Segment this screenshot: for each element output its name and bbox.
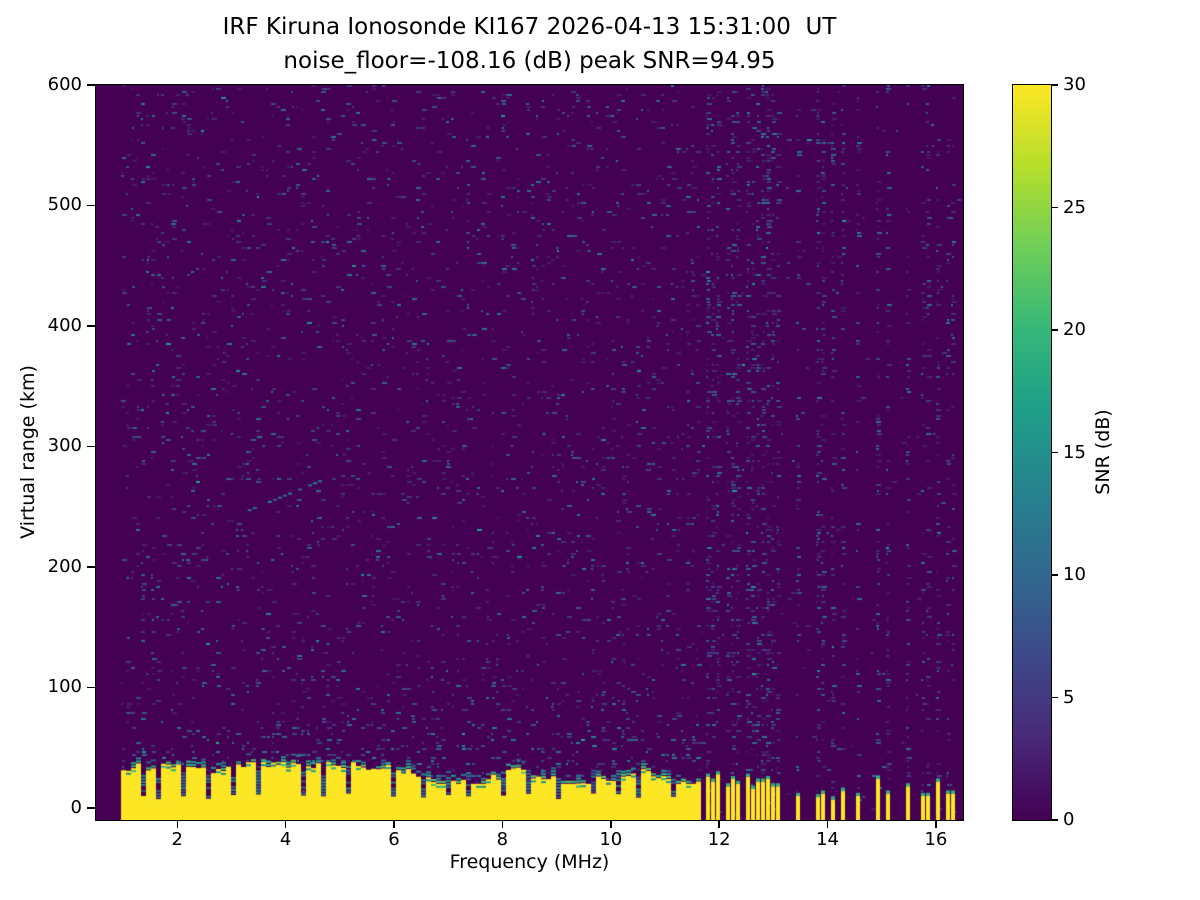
colorbar-tick-mark: [1051, 696, 1058, 699]
y-tick-mark: [87, 566, 95, 568]
chart-title: IRF Kiruna Ionosonde KI167 2026-04-13 15…: [222, 14, 837, 40]
colorbar-tick-label: 25: [1063, 196, 1086, 218]
colorbar-tick-mark: [1051, 574, 1058, 576]
x-tick-mark: [718, 820, 720, 828]
x-tick-label: 16: [924, 829, 948, 850]
colorbar-tick-label: 10: [1063, 564, 1086, 585]
plot-frame: [95, 84, 964, 821]
y-tick-mark: [87, 84, 95, 86]
y-tick-label: 300: [47, 435, 82, 457]
x-tick-label: 4: [279, 829, 292, 850]
y-tick-label: 500: [47, 194, 82, 216]
colorbar-tick-label: 15: [1063, 441, 1086, 463]
colorbar-tick-label: 5: [1063, 686, 1075, 708]
colorbar-tick-mark: [1051, 329, 1058, 331]
x-tick-mark: [935, 820, 937, 828]
x-tick-label: 10: [599, 829, 623, 850]
colorbar-tick-label: 20: [1063, 319, 1086, 340]
y-tick-mark: [87, 445, 95, 448]
y-tick-label: 100: [47, 676, 82, 698]
x-tick-label: 6: [388, 829, 400, 850]
colorbar: [1012, 84, 1052, 821]
x-tick-mark: [610, 820, 612, 828]
colorbar-tick-label: 30: [1063, 74, 1086, 95]
x-tick-label: 8: [496, 829, 509, 850]
y-tick-label: 0: [70, 796, 82, 818]
colorbar-tick-label: 0: [1063, 809, 1075, 830]
x-tick-mark: [501, 820, 504, 828]
x-axis-label: Frequency (MHz): [449, 851, 610, 873]
y-tick-mark: [87, 204, 95, 207]
x-tick-mark: [176, 820, 179, 828]
x-tick-label: 14: [816, 829, 839, 850]
y-tick-mark: [87, 807, 95, 809]
chart-subtitle: noise_floor=-108.16 (dB) peak SNR=94.95: [283, 48, 776, 74]
y-tick-label: 400: [47, 314, 82, 336]
x-tick-label: 2: [171, 829, 183, 850]
y-tick-mark: [87, 686, 95, 689]
y-tick-mark: [87, 325, 95, 327]
colorbar-tick-mark: [1051, 84, 1058, 86]
x-tick-mark: [284, 820, 287, 828]
x-tick-mark: [826, 820, 829, 828]
y-tick-label: 200: [47, 555, 82, 577]
x-tick-label: 12: [707, 829, 731, 850]
colorbar-tick-mark: [1051, 451, 1058, 454]
x-tick-mark: [393, 820, 395, 828]
colorbar-tick-mark: [1051, 206, 1058, 209]
y-tick-label: 600: [47, 74, 82, 95]
ionogram-heatmap: [96, 85, 963, 820]
colorbar-tick-mark: [1051, 819, 1058, 821]
